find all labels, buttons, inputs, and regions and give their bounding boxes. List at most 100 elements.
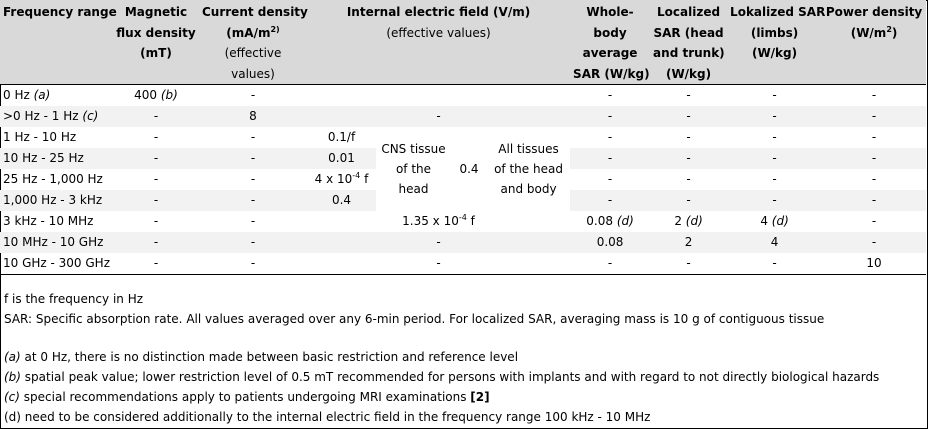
cell-power: - [871,214,877,228]
cell-frequency: 3 kHz - 10 MHz [3,214,94,228]
cell-magnetic: - [153,130,159,144]
cell-limbs: - [727,190,823,211]
note-c: (c) special recommendations apply to pat… [4,390,490,404]
cell-frequency: 10 GHz - 300 GHz [0,253,113,275]
cell-efield: 1.35 x 10-4 f [402,213,475,229]
note-b: (b) spatial peak value; lower restrictio… [4,370,880,384]
cell-efield: - [307,253,571,275]
cell-localized: 2 (d) [674,214,703,228]
cell-limbs: - [772,88,777,102]
table-row: 0 Hz (a) 400 (b) - - - - - [0,85,926,107]
cell-power: - [871,88,877,102]
cell-limbs: - [727,253,823,275]
cell-localized: - [686,130,691,144]
note-sar: SAR: Specific absorption rate. All value… [4,312,825,326]
cell-localized: - [650,148,728,169]
cell-magnetic: - [113,190,199,211]
cell-frequency: 1 Hz - 10 Hz [3,130,77,144]
cell-wholebody: 0.08 [570,232,651,253]
cell-current: - [250,172,256,186]
cell-localized: - [686,172,691,186]
header-electric-field: Internal electric field (V/m) (effective … [307,0,571,85]
cell-magnetic: - [113,148,199,169]
cell-frequency: 10 MHz - 10 GHz [0,232,113,253]
table-row: 3 kHz - 10 MHz - - 1.35 x 10-4 f 0.08 (d… [0,211,926,232]
cell-current: - [250,88,256,102]
table-row: 25 Hz - 1,000 Hz - - 4 x 10-4 f - - - - [0,169,926,190]
table-row: 10 MHz - 10 GHz - - - 0.08 2 4 - [0,232,927,253]
cell-current: - [199,253,307,275]
header-limbs-sar: Lokalized SAR (limbs) (W/kg) [727,0,825,85]
cell-limbs: - [727,106,823,127]
cell-magnetic: - [153,172,159,186]
cell-localized: 2 [650,232,728,253]
cns-tissue-label: CNS tissue of the head [376,127,451,211]
all-tissues-label: All tissues of the head and body [487,127,571,211]
cell-power: - [822,232,927,253]
table-row: >0 Hz - 1 Hz (c) - 8 - - - - - [0,106,927,127]
table-notes: f is the frequency in Hz SAR: Specific a… [4,289,924,427]
table-row: 1 Hz - 10 Hz - - 0.1/f CNS tissue of the h… [0,127,926,211]
cell-localized: - [650,253,728,275]
cell-power: 10 [822,253,927,275]
cell-magnetic: - [153,214,159,228]
cell-localized: - [650,106,728,127]
cell-frequency: 25 Hz - 1,000 Hz [3,172,103,186]
cell-efield [307,85,570,107]
table-row: 10 Hz - 25 Hz - - 0.01 - - - - [0,148,927,169]
cell-frequency: 10 Hz - 25 Hz [0,148,113,169]
header-power-density: Power density (W/m2) [822,0,927,85]
cell-power: - [822,190,927,211]
cell-wholebody: - [607,130,613,144]
cell-frequency: 1,000 Hz - 3 kHz [0,190,113,211]
note-a: (a) at 0 Hz, there is no distinction mad… [4,350,519,364]
cell-wholebody: - [570,253,651,275]
table-row: 1,000 Hz - 3 kHz - - 0.4 - - - - [0,190,927,211]
cell-frequency: 0 Hz (a) [3,88,51,102]
header-localized-sar: Localized SAR (head and trunk) (W/kg) [650,0,728,85]
cell-magnetic: - [113,253,199,275]
cell-efield: 0.4 [307,190,376,211]
cell-wholebody: 0.08 (d) [586,214,634,228]
header-whole-body-sar: Whole-body average SAR (W/kg) [570,0,651,85]
cell-efield: - [307,106,571,127]
cell-current: 8 [199,106,307,127]
header-frequency: Frequency range [0,0,117,85]
basic-restrictions-table: Frequency range Magnetic flux density (mT)… [0,0,927,275]
cell-wholebody: - [570,106,651,127]
cell-wholebody: - [570,148,651,169]
cell-magnetic: - [113,106,199,127]
cell-frequency: >0 Hz - 1 Hz (c) [0,106,113,127]
cell-current: - [250,130,256,144]
cell-efield: 4 x 10-4 f [314,171,369,187]
cell-power: - [822,106,927,127]
note-d: (d) need to be considered additionally t… [4,410,651,424]
cns-tissue-value: 0.4 [451,127,487,211]
cell-current: - [250,214,256,228]
cell-current: - [199,190,307,211]
cell-localized: - [650,190,728,211]
cell-wholebody: - [607,88,613,102]
header-current-density: Current density (mA/m2) (effective values) [199,0,308,85]
cell-wholebody: - [570,190,651,211]
header-row: Frequency range Magnetic flux density (mT)… [0,0,927,85]
cell-power: - [871,172,877,186]
cell-limbs: - [772,172,777,186]
cell-current: - [199,232,307,253]
cell-limbs: - [772,130,777,144]
header-magnetic: Magnetic flux density (mT) [113,0,199,85]
cell-limbs: 4 (d) [760,214,789,228]
cell-magnetic: 400 (b) [134,88,178,102]
note-frequency: f is the frequency in Hz [4,292,144,306]
cell-efield: - [307,232,571,253]
cell-limbs: 4 [727,232,823,253]
cell-localized: - [686,88,691,102]
cell-power: - [822,148,927,169]
cell-magnetic: - [113,232,199,253]
cell-efield: 0.1/f [327,130,356,144]
cell-current: - [199,148,307,169]
cell-wholebody: - [607,172,613,186]
table-row: 10 GHz - 300 GHz - - - - - - 10 [0,253,927,275]
cell-limbs: - [727,148,823,169]
cell-power: - [871,130,877,144]
